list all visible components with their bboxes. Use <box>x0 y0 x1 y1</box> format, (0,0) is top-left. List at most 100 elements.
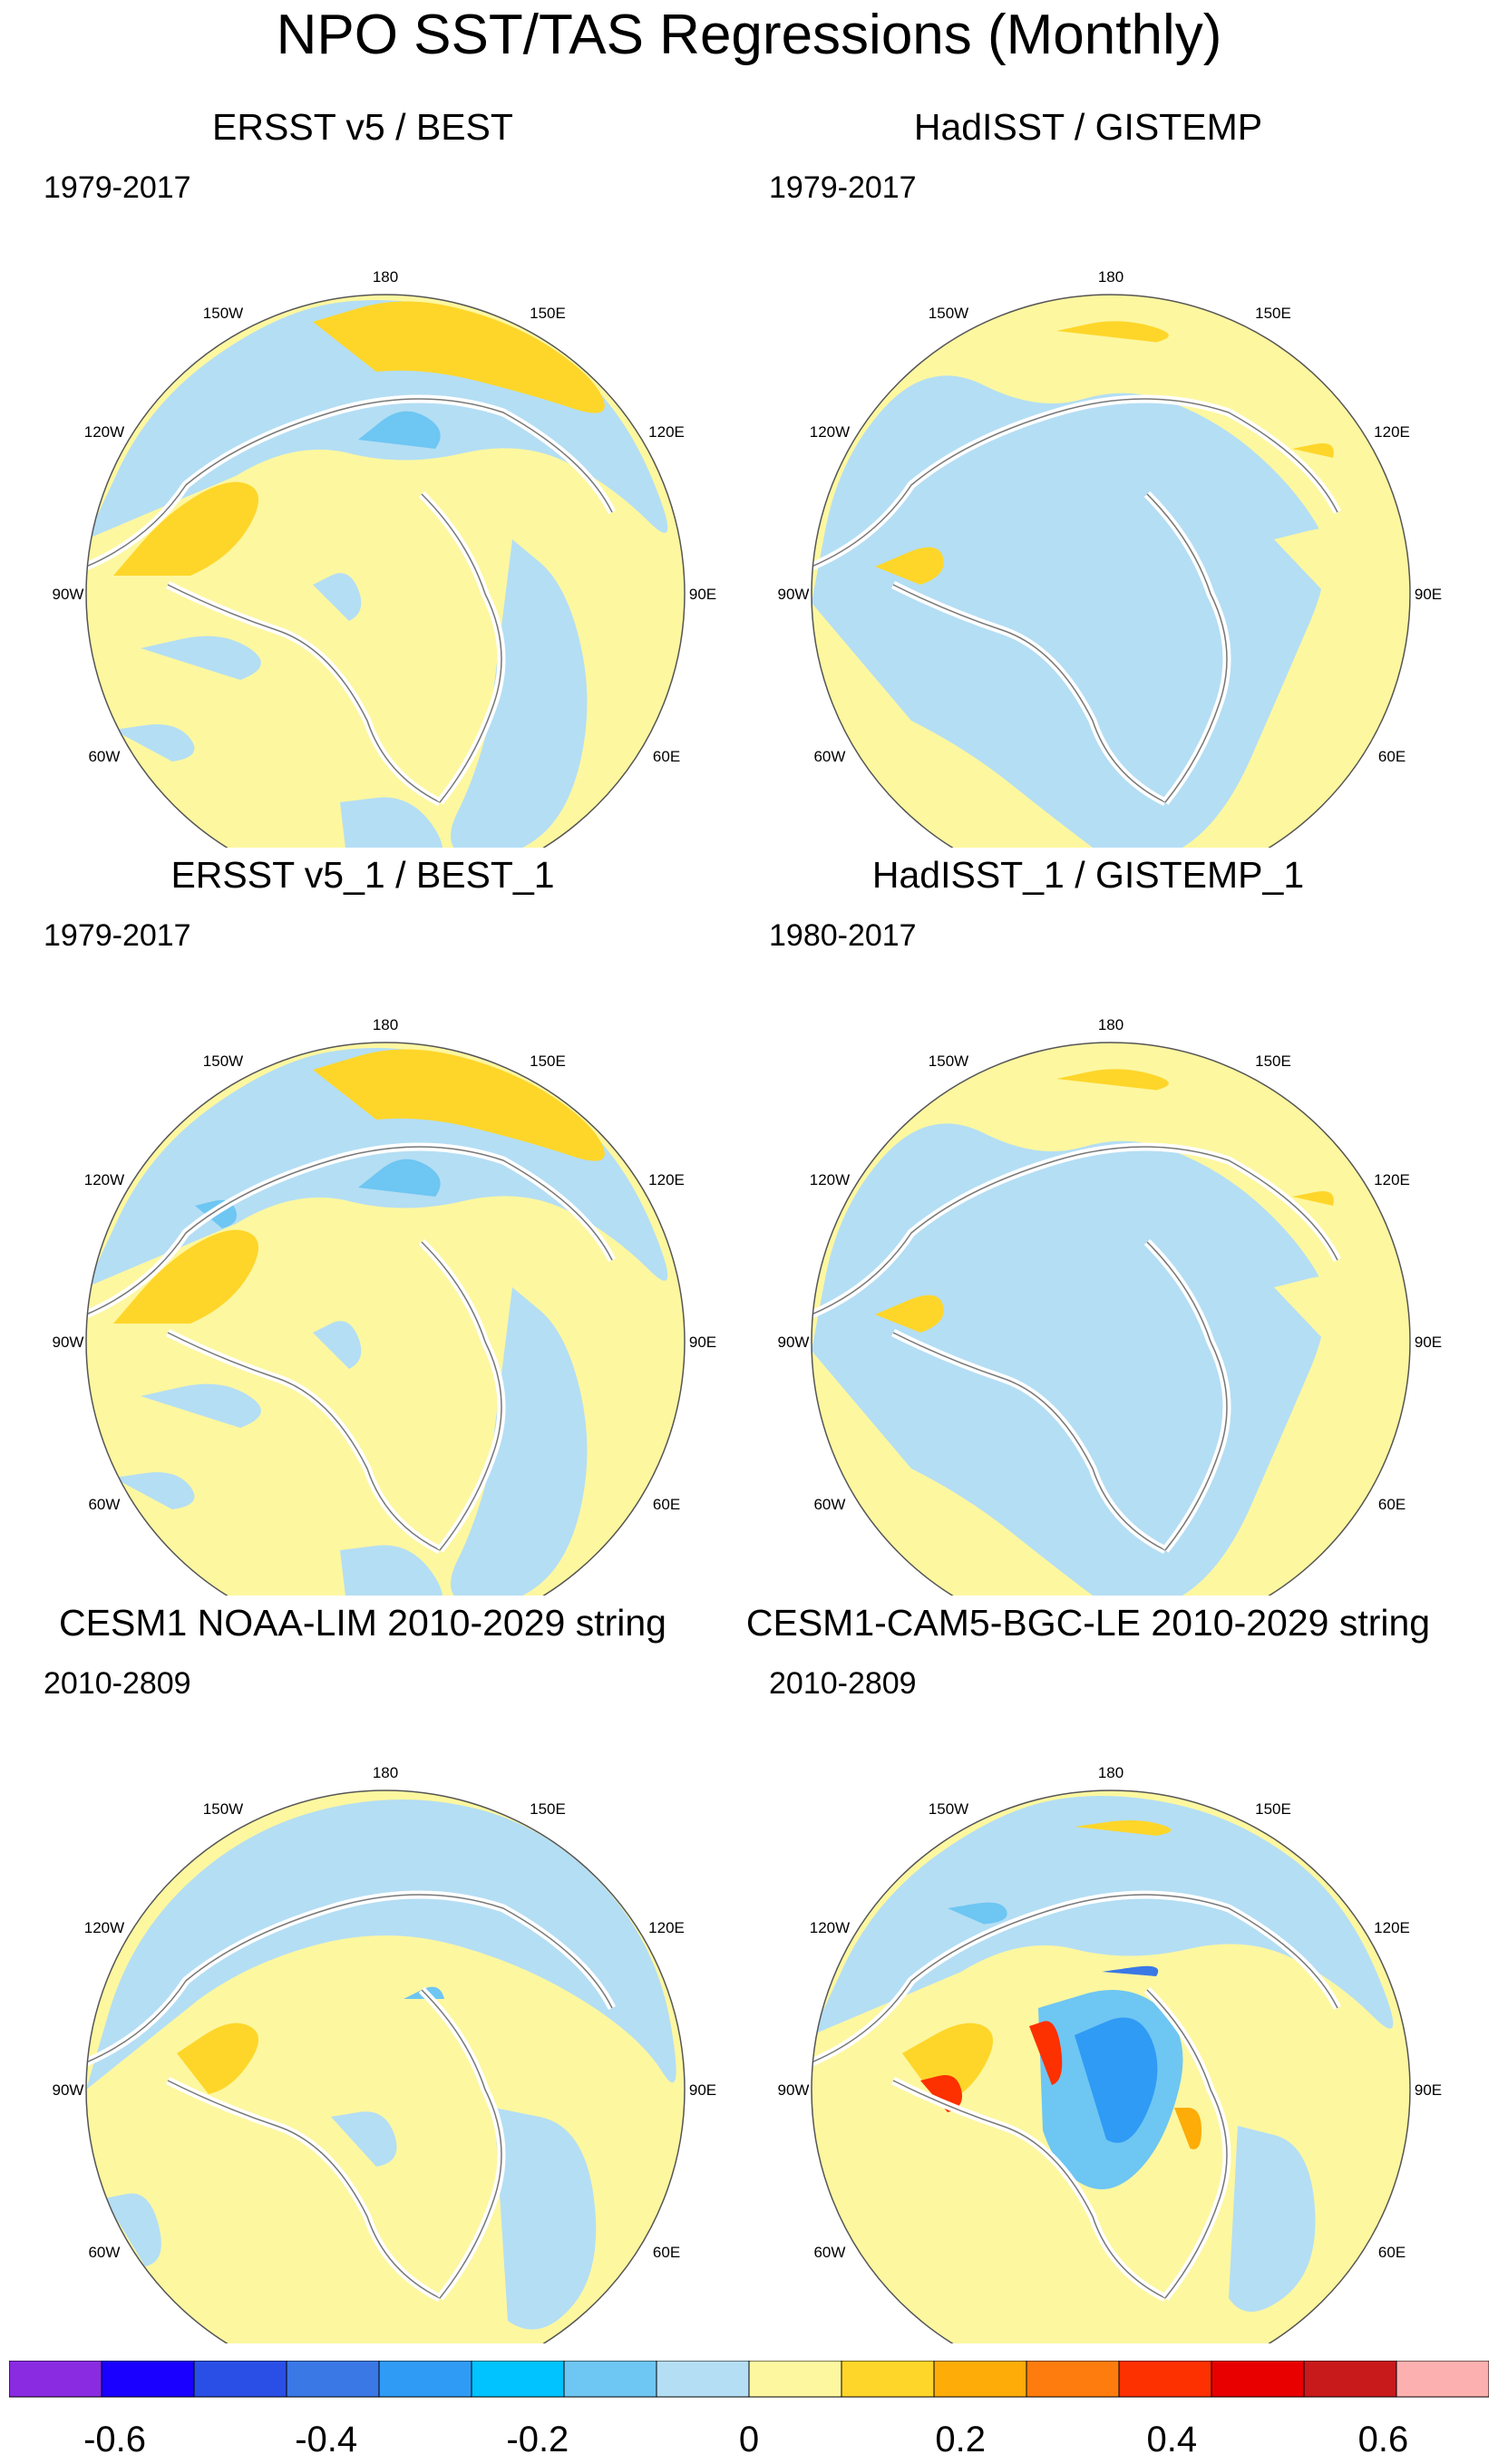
map-border <box>811 1790 1411 2343</box>
anomaly-region <box>948 1902 1007 1925</box>
polar-map: 180150E120E90E60E30E030W60W90W120W150W <box>53 1016 716 1596</box>
map-border <box>811 1042 1411 1596</box>
longitude-label: 150W <box>203 305 243 322</box>
colorbar: -0.6 -0.4 -0.2 0 0.2 0.4 0.6 <box>9 2361 1489 2459</box>
coastline <box>421 493 502 803</box>
colorbar-swatch <box>471 2361 565 2398</box>
anomaly-region <box>313 573 362 621</box>
coastline <box>1146 493 1228 803</box>
coastline <box>421 1989 502 2299</box>
colorbar-tick-label: 0 <box>739 2420 759 2459</box>
colorbar-swatch <box>9 2361 102 2398</box>
anomaly-region <box>113 481 258 576</box>
longitude-label: 90W <box>778 586 810 603</box>
polar-map: 180150E120E90E60E30E030W60W90W120W150W <box>778 268 1442 848</box>
longitude-label: 60E <box>1378 2244 1406 2261</box>
panel-title: CESM1-CAM5-BGC-LE 2010-2029 string <box>745 1602 1431 1644</box>
colorbar-swatch <box>193 2361 287 2398</box>
map-panel: 180150E120E90E60E30E030W60W90W120W150WHa… <box>725 852 1451 1596</box>
longitude-label: 120E <box>648 1171 685 1188</box>
longitude-label: 150E <box>530 305 566 322</box>
polar-map: 180150E120E90E60E30E030W60W90W120W150W <box>778 1016 1442 1596</box>
longitude-label: 120E <box>648 423 685 441</box>
anomaly-region <box>1174 2108 1201 2149</box>
anomaly-region <box>104 2193 161 2266</box>
coastline <box>167 1332 441 1551</box>
anomaly-region <box>177 2023 258 2094</box>
map-panel: 180150E120E90E60E30E030W60W90W120W150WCE… <box>0 1600 725 2343</box>
longitude-label: 90E <box>689 1334 716 1351</box>
longitude-label: 150W <box>929 1800 968 1818</box>
longitude-label: 60W <box>88 2244 120 2261</box>
longitude-label: 120E <box>1374 423 1410 441</box>
anomaly-region <box>812 375 1326 848</box>
longitude-label: 150E <box>530 1800 566 1818</box>
longitude-label: 180 <box>1098 1016 1124 1033</box>
colorbar-swatch <box>656 2361 750 2398</box>
coastline <box>86 398 613 567</box>
page-title: NPO SST/TAS Regressions (Monthly) <box>276 4 1222 66</box>
colorbar-tick-label: 0.6 <box>1358 2420 1409 2459</box>
colorbar-swatch <box>1303 2361 1397 2398</box>
anomaly-region <box>812 1123 1326 1596</box>
longitude-label: 60E <box>1378 748 1406 765</box>
longitude-label: 60W <box>813 2244 845 2261</box>
colorbar-swatch <box>563 2361 657 2398</box>
map-panel: 180150E120E90E60E30E030W60W90W120W150WER… <box>0 104 725 848</box>
anomaly-region <box>1056 321 1169 343</box>
longitude-label: 180 <box>373 1764 398 1781</box>
longitude-label: 60W <box>813 1496 845 1513</box>
colorbar-swatch <box>1026 2361 1120 2398</box>
anomaly-region <box>1029 2021 1063 2085</box>
longitude-label: 60E <box>1378 1496 1406 1513</box>
longitude-label: 60W <box>88 748 120 765</box>
map-border <box>85 1042 686 1596</box>
anomaly-region <box>113 1229 258 1324</box>
panel-title: CESM1 NOAA-LIM 2010-2029 string <box>59 1602 666 1644</box>
colorbar-swatch <box>101 2361 195 2398</box>
longitude-label: 60E <box>653 1496 680 1513</box>
coastline <box>1146 1989 1228 2299</box>
panel-title: HadISST / GISTEMP <box>913 106 1263 148</box>
anomaly-region <box>331 2111 397 2167</box>
anomaly-region <box>113 1472 195 1509</box>
longitude-label: 120W <box>84 1171 124 1188</box>
longitude-label: 150W <box>929 1053 968 1070</box>
anomaly-region <box>1102 1965 1159 1976</box>
panel-period: 1979-2017 <box>44 170 191 205</box>
longitude-label: 150E <box>1255 1800 1291 1818</box>
coastline <box>812 398 1338 567</box>
longitude-label: 90W <box>778 2081 810 2099</box>
panel-period: 2010-2809 <box>769 1666 917 1701</box>
coastline <box>892 1332 1166 1551</box>
map-panel: 180150E120E90E60E30E030W60W90W120W150WCE… <box>725 1600 1451 2343</box>
longitude-label: 90W <box>53 2081 84 2099</box>
longitude-label: 60W <box>813 748 845 765</box>
map-border <box>85 1790 686 2343</box>
longitude-label: 120W <box>84 1919 124 1936</box>
longitude-label: 120E <box>1374 1171 1410 1188</box>
panel-period: 1979-2017 <box>44 918 191 953</box>
anomaly-region <box>451 1287 588 1596</box>
longitude-label: 150W <box>203 1053 243 1070</box>
longitude-label: 150E <box>530 1053 566 1070</box>
anomaly-region <box>812 1796 1394 2035</box>
anomaly-region <box>1229 2126 1316 2312</box>
longitude-label: 90E <box>1415 586 1442 603</box>
longitude-label: 60W <box>88 1496 120 1513</box>
longitude-label: 90E <box>689 2081 716 2099</box>
anomaly-region <box>313 1049 605 1161</box>
panel-title: ERSST v5 / BEST <box>212 106 513 148</box>
colorbar-swatch <box>841 2361 935 2398</box>
panel-period: 1979-2017 <box>769 170 917 205</box>
longitude-label: 120W <box>810 1919 850 1936</box>
coastline <box>86 1894 613 2063</box>
polar-map: 180150E120E90E60E30E030W60W90W120W150W <box>53 1764 716 2343</box>
polar-map: 180150E120E90E60E30E030W60W90W120W150W <box>778 1764 1442 2343</box>
anomaly-region <box>494 2108 597 2330</box>
longitude-label: 60E <box>653 2244 680 2261</box>
colorbar-tick-label: -0.4 <box>295 2420 357 2459</box>
anomaly-region <box>340 797 443 848</box>
map-border <box>85 294 686 848</box>
anomaly-region <box>1292 443 1334 458</box>
